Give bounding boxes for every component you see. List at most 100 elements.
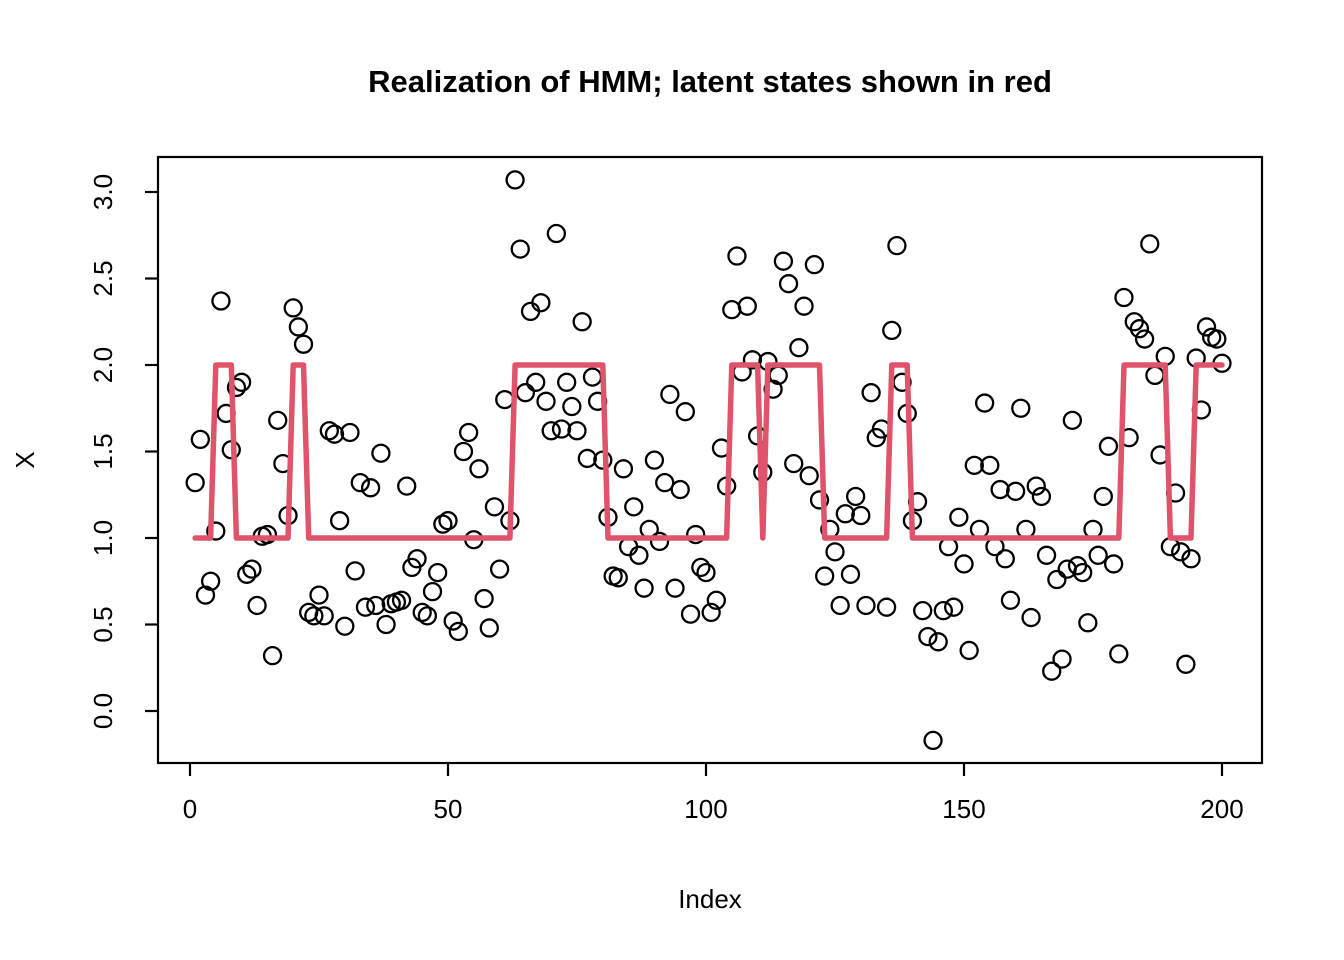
- x-tick-label: 200: [1200, 794, 1243, 824]
- data-point: [536, 391, 556, 411]
- data-point: [1036, 545, 1057, 565]
- data-point: [1109, 644, 1129, 664]
- data-point: [304, 606, 324, 626]
- data-point: [804, 255, 825, 275]
- data-point: [293, 334, 314, 354]
- data-point: [340, 422, 360, 443]
- data-point: [391, 590, 412, 610]
- plot-title: Realization of HMM; latent states shown …: [368, 64, 1052, 99]
- data-point: [288, 317, 309, 337]
- data-point: [835, 504, 855, 524]
- scatter-points: [185, 170, 1232, 751]
- data-point: [329, 511, 350, 531]
- data-point: [412, 602, 432, 623]
- data-point: [557, 372, 577, 392]
- data-point: [541, 421, 561, 441]
- data-point: [474, 588, 494, 609]
- data-point: [262, 645, 283, 666]
- data-point: [247, 595, 267, 616]
- data-point: [691, 557, 711, 578]
- x-tick-label: 0: [183, 794, 197, 824]
- data-point: [376, 614, 396, 635]
- data-point: [680, 604, 701, 624]
- x-tick-label: 50: [434, 794, 463, 824]
- data-point: [1021, 607, 1041, 628]
- data-point: [644, 450, 665, 470]
- data-point: [1073, 562, 1093, 583]
- data-point: [582, 367, 603, 387]
- data-point: [980, 455, 1000, 475]
- y-tick-label: 0.5: [88, 606, 118, 642]
- x-axis-tick-labels: 0 50 100 150 200: [183, 794, 1244, 824]
- data-point: [211, 291, 231, 311]
- data-point: [954, 554, 974, 574]
- y-tick-label: 2.0: [88, 347, 118, 383]
- data-point: [1114, 287, 1134, 308]
- data-point: [572, 312, 592, 332]
- data-point: [649, 531, 670, 552]
- data-point: [933, 601, 954, 621]
- data-point: [1171, 542, 1191, 562]
- data-point: [190, 429, 210, 450]
- data-point: [887, 235, 907, 256]
- data-point: [546, 223, 567, 244]
- data-point: [309, 585, 329, 605]
- data-point: [1078, 613, 1098, 633]
- data-point: [237, 564, 257, 584]
- data-point: [257, 524, 278, 545]
- data-point: [438, 511, 458, 531]
- data-point: [634, 578, 654, 598]
- data-point: [226, 377, 247, 398]
- data-point: [1103, 554, 1124, 574]
- data-point: [706, 590, 726, 610]
- data-point: [1000, 590, 1021, 610]
- data-point: [531, 293, 551, 313]
- data-point: [1026, 476, 1046, 496]
- data-point: [840, 564, 861, 584]
- data-point: [1052, 649, 1072, 669]
- data-point: [624, 497, 644, 517]
- data-point: [515, 383, 536, 403]
- data-point: [231, 372, 252, 392]
- data-point: [350, 472, 370, 493]
- data-point: [371, 443, 391, 463]
- data-point: [789, 338, 809, 358]
- data-point: [577, 448, 597, 469]
- data-point: [448, 621, 468, 642]
- data-point: [562, 396, 582, 417]
- data-point: [1176, 654, 1196, 674]
- data-point: [1057, 559, 1077, 579]
- x-axis-label: Index: [678, 884, 742, 914]
- x-tick-label: 150: [942, 794, 985, 824]
- data-point: [923, 730, 943, 751]
- data-point: [815, 566, 835, 586]
- data-point: [655, 472, 675, 493]
- data-point: [660, 384, 680, 405]
- data-point: [397, 476, 417, 496]
- data-point: [433, 514, 453, 534]
- data-point: [825, 542, 845, 562]
- data-point: [629, 545, 649, 565]
- y-tick-label: 1.0: [88, 520, 118, 556]
- y-tick-label: 0.0: [88, 693, 118, 729]
- data-point: [1005, 481, 1026, 501]
- data-point: [913, 601, 933, 621]
- data-point: [1140, 234, 1160, 254]
- data-point: [510, 239, 530, 259]
- plot-border: [156, 155, 1264, 765]
- data-point: [428, 562, 448, 583]
- data-point: [773, 251, 794, 271]
- data-point: [778, 274, 799, 294]
- data-point: [686, 524, 706, 545]
- data-point: [1134, 329, 1155, 349]
- data-point: [1145, 365, 1165, 386]
- data-point: [1196, 317, 1217, 337]
- data-point: [1098, 436, 1119, 456]
- data-point: [417, 606, 438, 626]
- data-point: [495, 389, 515, 410]
- data-point: [422, 581, 443, 602]
- data-point: [742, 350, 763, 370]
- data-point: [567, 421, 587, 441]
- y-axis-label: X: [10, 451, 40, 468]
